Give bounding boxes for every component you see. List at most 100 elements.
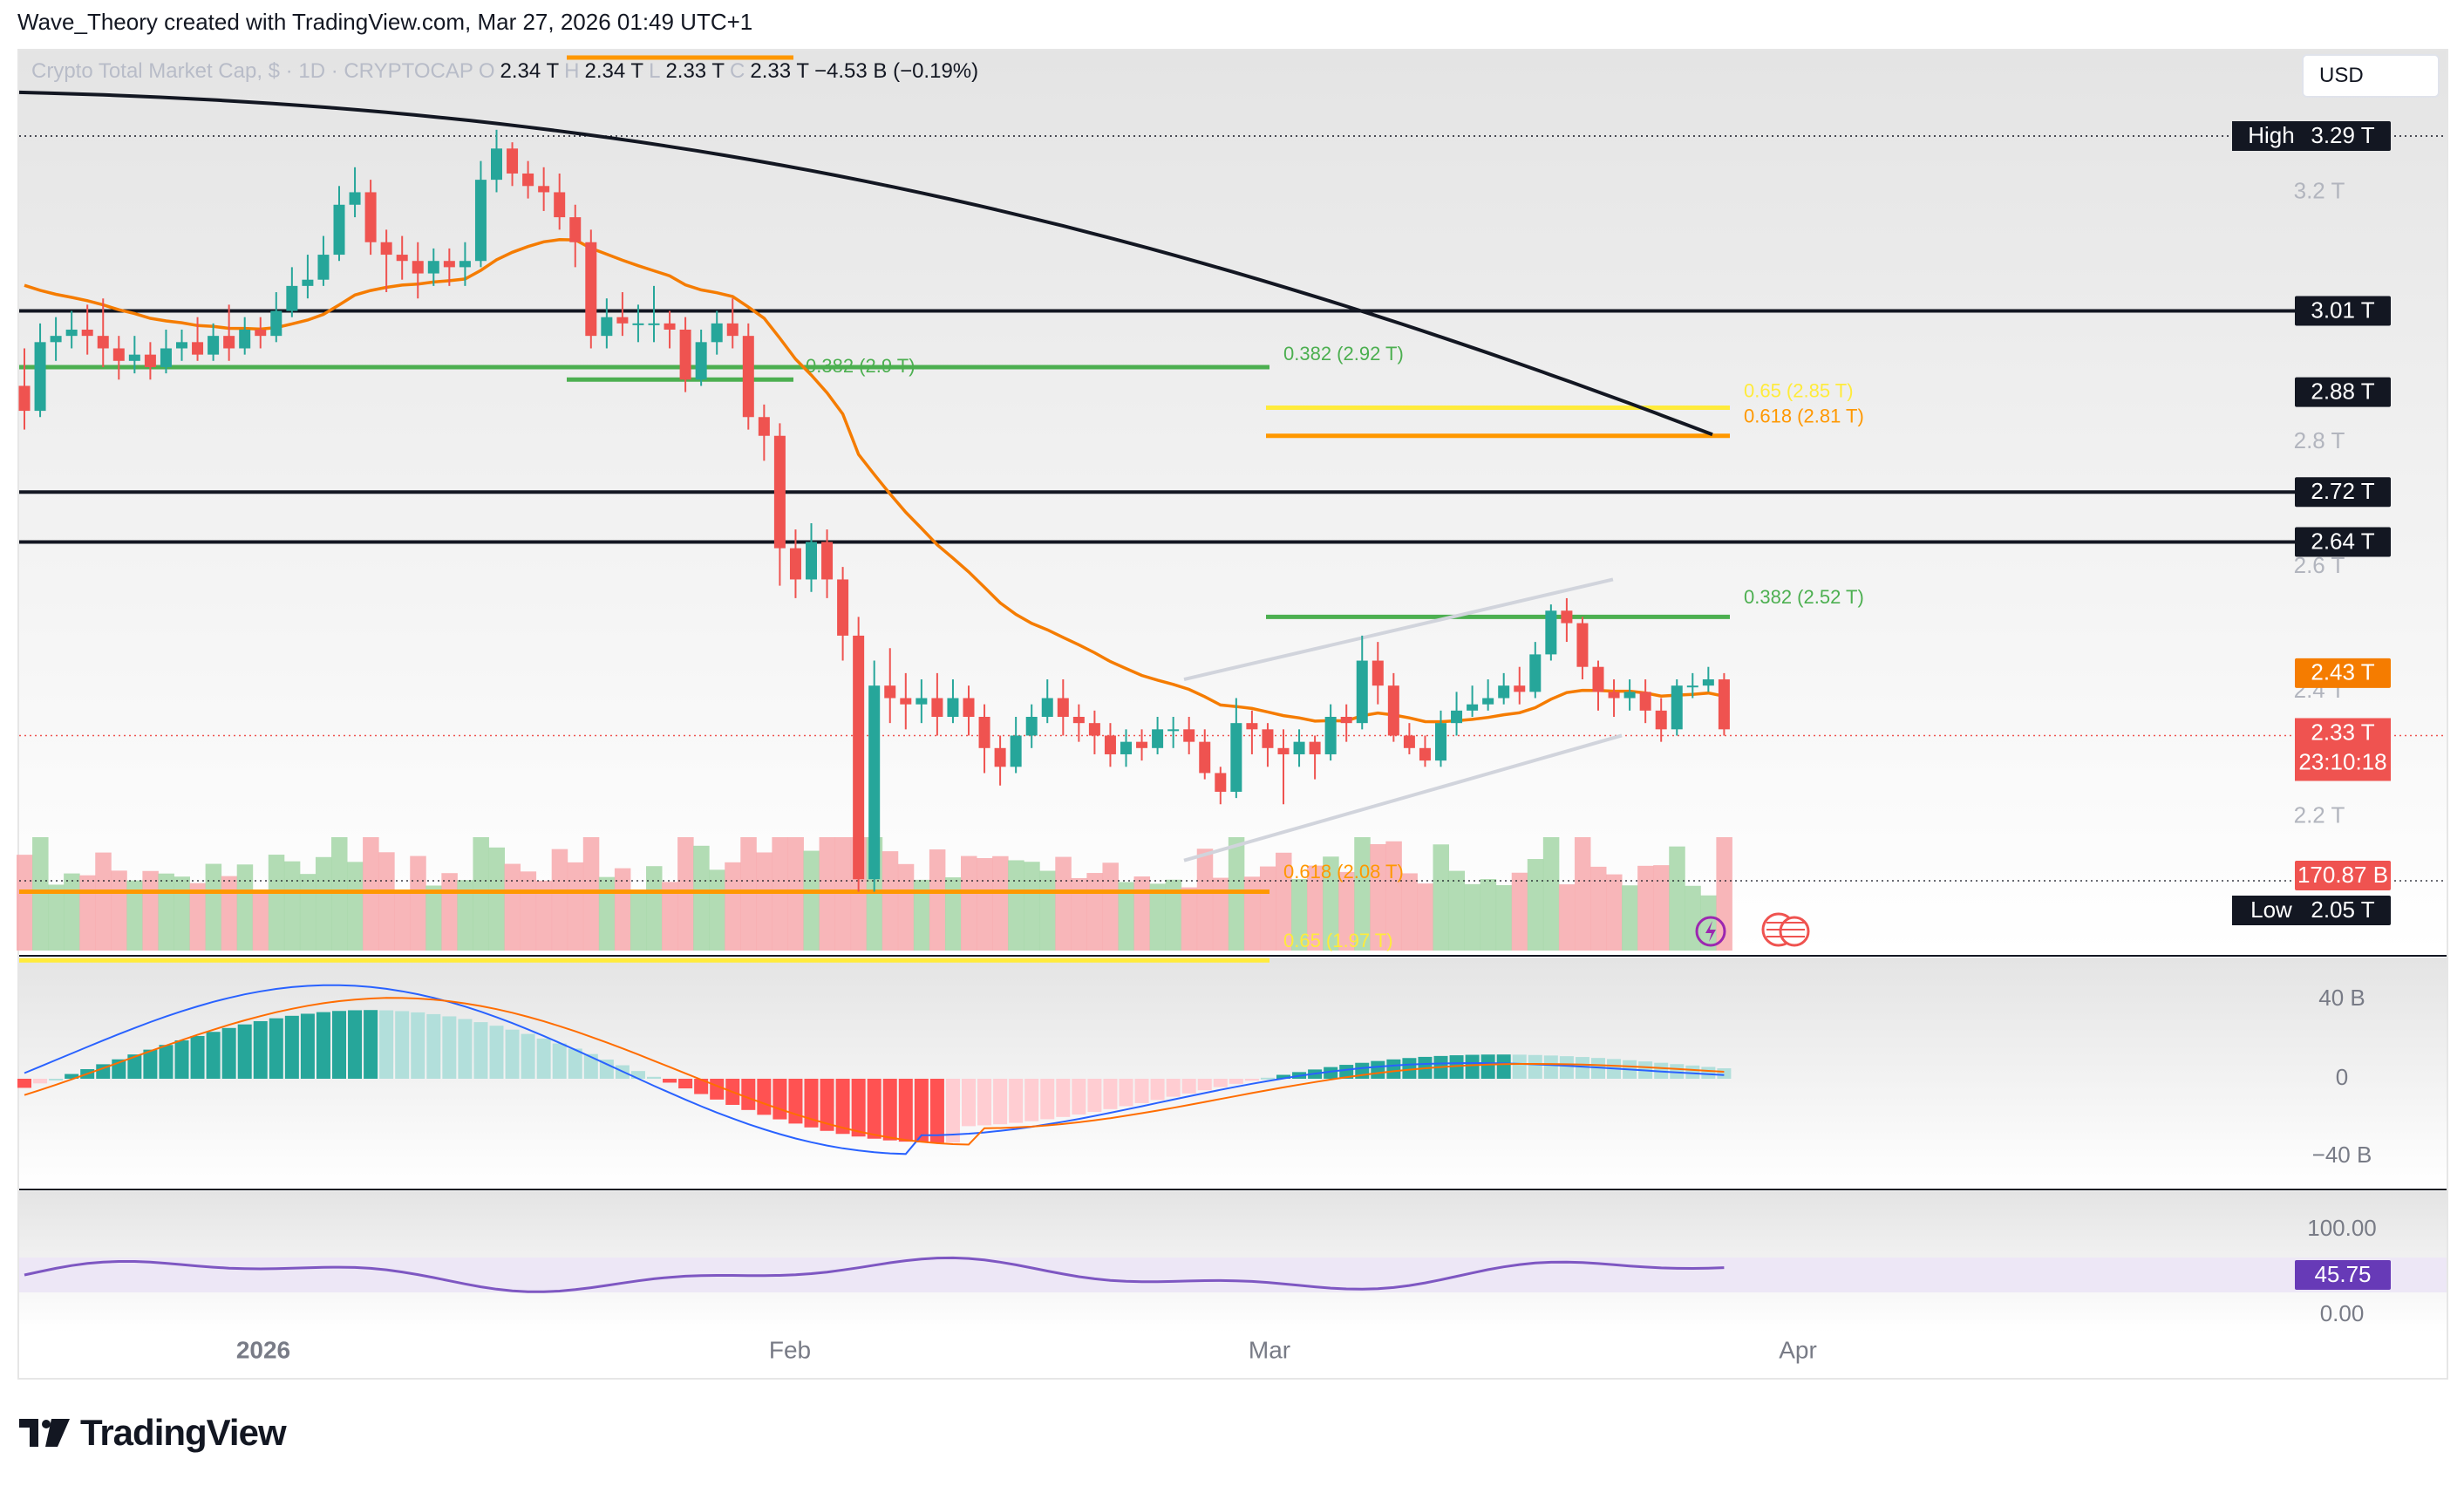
candle-body: [963, 698, 975, 717]
macd-histogram-bar: [1009, 1079, 1024, 1123]
macd-histogram-bar: [1465, 1054, 1480, 1079]
candle-body: [679, 330, 691, 380]
volume-bar: [961, 855, 977, 951]
macd-histogram-bar: [788, 1079, 803, 1124]
candle-body: [1104, 735, 1116, 754]
macd-histogram-bar: [300, 1013, 315, 1079]
symbol-legend[interactable]: Crypto Total Market Cap, $ · 1D · CRYPTO…: [31, 59, 978, 84]
price-level-badge: 2.43 T: [2311, 659, 2374, 685]
volume-bar: [504, 863, 521, 951]
candle-body: [1136, 741, 1148, 748]
volume-bar: [1700, 895, 1717, 951]
candle-body: [1246, 723, 1258, 730]
volume-bar: [189, 883, 207, 951]
price-level-badge-bg: [2295, 477, 2391, 508]
symbol-name[interactable]: Crypto Total Market Cap, $ · 1D · CRYPTO…: [31, 59, 473, 83]
macd-histogram-bar: [835, 1079, 850, 1135]
price-level-badge: 2.72 T: [2311, 478, 2374, 504]
legend-change: −4.53 B (−0.19%): [814, 59, 979, 83]
candle-body: [1324, 717, 1337, 754]
fib-label: 0.618 (2.08 T): [1283, 861, 1404, 883]
fib-label: 0.382 (2.52 T): [1744, 586, 1864, 608]
candle-body: [695, 342, 707, 380]
candle-body: [1529, 654, 1542, 692]
volume-bar: [630, 890, 647, 951]
macd-histogram-bar: [851, 1079, 866, 1137]
volume-bar: [205, 863, 222, 951]
volume-bar: [535, 880, 553, 951]
volume-bar: [268, 855, 285, 951]
rsi-line: [24, 1256, 1725, 1293]
candle-body: [1025, 717, 1038, 736]
candle-body: [648, 323, 660, 325]
macd-histogram-bar: [599, 1060, 614, 1079]
macd-histogram-bar: [65, 1074, 79, 1079]
candle-body: [1309, 741, 1321, 754]
volume-bar: [1637, 865, 1654, 951]
volume-bar: [158, 873, 174, 951]
candle-body: [664, 323, 676, 330]
volume-bar: [1071, 877, 1087, 951]
candle-body: [239, 330, 251, 349]
candle-body: [270, 310, 282, 337]
macd-histogram-bar: [49, 1079, 64, 1080]
macd-histogram-bar: [1512, 1054, 1527, 1079]
macd-histogram-bar: [1559, 1056, 1574, 1079]
price-level-badge-bg: [2295, 121, 2391, 151]
tradingview-logo-icon: [19, 1419, 70, 1447]
volume-bar: [1323, 856, 1339, 951]
channel-upper-line: [1183, 577, 1614, 681]
candle-body: [1262, 729, 1274, 748]
macd-axis-tick: 0: [2336, 1064, 2348, 1090]
macd-histogram-bar: [1119, 1079, 1133, 1107]
candle-body: [1183, 729, 1195, 742]
volume-bar: [488, 847, 505, 951]
candle-body: [1576, 623, 1589, 667]
time-axis-label: Apr: [1779, 1336, 1817, 1363]
macd-histogram-bar: [1244, 1079, 1259, 1081]
candle-body: [1356, 660, 1368, 724]
candle-body: [18, 385, 31, 412]
candle-body: [333, 204, 345, 256]
volume-bar: [1039, 870, 1056, 951]
tradingview-logo[interactable]: TradingView: [19, 1411, 287, 1455]
candle-body: [569, 217, 582, 242]
volume-bar: [174, 876, 190, 951]
candle-body: [1041, 698, 1053, 717]
volume-bar: [1417, 883, 1433, 951]
candle-body: [208, 336, 220, 355]
macd-histogram-bar: [1339, 1065, 1354, 1079]
macd-histogram-bar: [583, 1053, 598, 1079]
volume-bar: [1480, 879, 1497, 951]
price-level-badge: 2.05 T: [2311, 896, 2374, 923]
macd-histogram-bar: [552, 1043, 567, 1079]
candle-body: [837, 579, 849, 636]
price-axis-tick: 3.2 T: [2294, 177, 2345, 203]
candle-body: [459, 261, 471, 268]
macd-histogram-bar: [1575, 1057, 1589, 1079]
volume-bar: [1165, 879, 1182, 951]
volume-bar: [1558, 884, 1576, 951]
volume-bar: [1291, 878, 1308, 951]
macd-histogram-bar: [568, 1048, 582, 1079]
macd-histogram-bar: [1496, 1054, 1511, 1079]
candle-body: [726, 323, 739, 337]
volume-bar: [441, 873, 458, 951]
candle-body: [427, 261, 439, 274]
volume-bar: [1338, 871, 1355, 951]
candle-body: [160, 348, 172, 367]
currency-button[interactable]: USD: [2302, 54, 2440, 98]
candle-body: [821, 542, 834, 580]
candle-body: [1498, 685, 1510, 699]
volume-bar: [1133, 876, 1151, 951]
time-axis-label: Feb: [769, 1336, 811, 1363]
volume-bar: [17, 855, 33, 951]
volume-bar: [646, 866, 663, 951]
macd-histogram-bar: [630, 1071, 645, 1079]
volume-bar: [1212, 877, 1229, 951]
macd-histogram-bar: [1072, 1079, 1086, 1115]
volume-bar: [1243, 876, 1261, 951]
volume-bar: [378, 852, 395, 951]
volume-bar: [1118, 882, 1134, 951]
